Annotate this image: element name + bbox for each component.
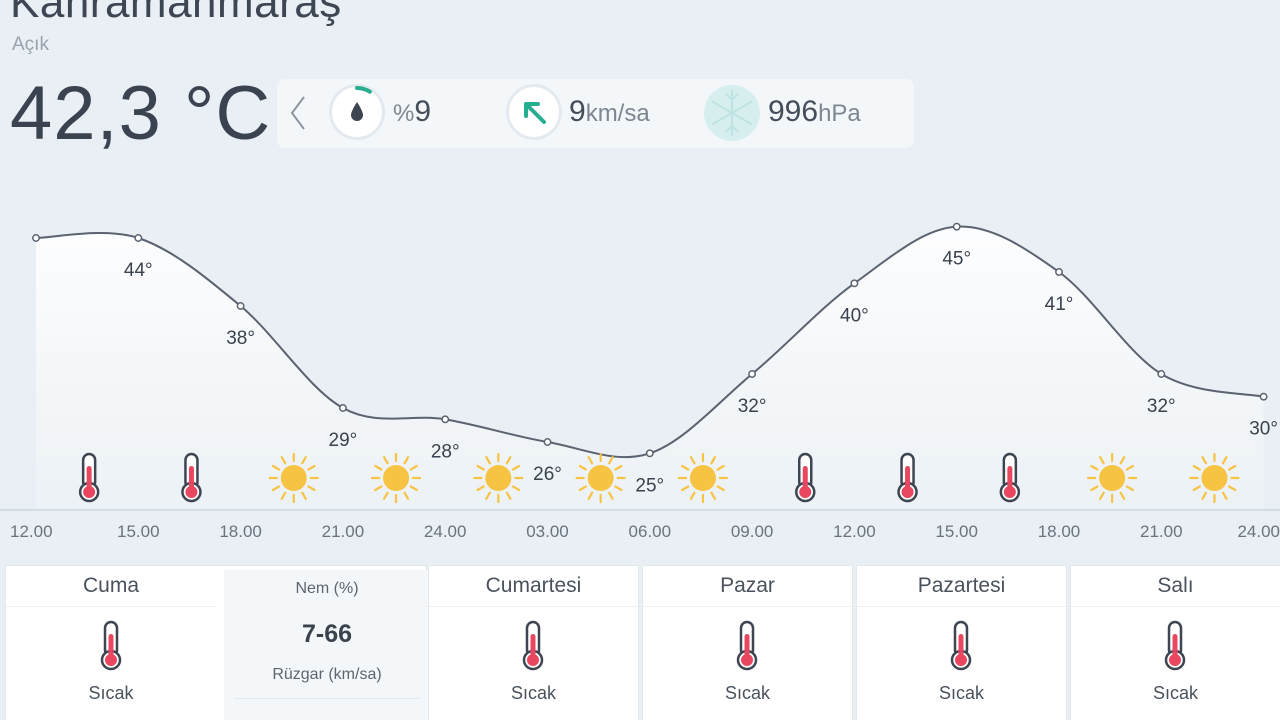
day-card-pazartesi[interactable]: Pazartesi Sıcak	[857, 566, 1066, 720]
data-point	[134, 234, 143, 242]
wind-arrow-icon	[524, 102, 546, 124]
point-label: 41°	[1045, 294, 1074, 315]
divider	[6, 606, 216, 607]
point-label: 40°	[840, 305, 869, 326]
x-tick-label: 09.00	[731, 522, 774, 541]
day-status: Sıcak	[88, 683, 134, 703]
x-tick-label: 18.00	[1038, 522, 1081, 541]
x-tick-label: 21.00	[1140, 522, 1183, 541]
sun-icon	[1087, 452, 1138, 504]
day-detail-panel: Nem (%) 7-66 Rüzgar (km/sa)	[224, 570, 430, 720]
data-point	[952, 222, 961, 231]
day-status: Sıcak	[510, 683, 557, 703]
humidity-range: 7-66	[301, 620, 353, 648]
thermometer-icon	[950, 620, 972, 671]
wind-label: Rüzgar (km/sa)	[272, 666, 382, 683]
divider	[857, 606, 1066, 607]
day-card-pazar[interactable]: Pazar Sıcak	[643, 566, 852, 720]
chevron-left-icon[interactable]	[284, 93, 312, 133]
thermometer-icon	[100, 620, 122, 671]
thermometer-icon	[795, 452, 816, 503]
sun-icon	[677, 452, 729, 504]
point-label: 32°	[1147, 396, 1176, 417]
day-card-sali[interactable]: Salı Sıcak	[1071, 566, 1280, 720]
thermometer-icon	[999, 452, 1021, 503]
point-label: 30°	[1249, 419, 1278, 440]
divider	[643, 606, 852, 607]
day-name: Pazar	[720, 574, 775, 597]
divider	[234, 698, 420, 699]
data-point	[1259, 392, 1268, 401]
day-status: Sıcak	[1152, 683, 1199, 703]
sun-icon	[370, 452, 422, 504]
divider	[1071, 606, 1280, 607]
point-label: 28°	[431, 441, 460, 462]
point-label: 32°	[738, 396, 767, 417]
x-tick-label: 24.00	[1237, 522, 1280, 541]
drop-icon	[351, 102, 363, 121]
day-status: Sıcak	[938, 683, 985, 703]
sun-icon	[268, 452, 319, 504]
sun-icon	[575, 452, 626, 504]
thermometer-icon	[1164, 620, 1186, 671]
day-name: Cuma	[82, 574, 140, 597]
day-status: Sıcak	[724, 683, 771, 703]
day-name: Cumartesi	[485, 574, 582, 597]
x-tick-label: 15.00	[935, 522, 978, 541]
humidity-label: Nem (%)	[295, 580, 359, 597]
x-tick-label: 12.00	[833, 522, 876, 541]
sun-icon	[473, 452, 524, 504]
chart-area	[36, 226, 1264, 510]
current-temperature: 42,3 °C	[10, 71, 272, 156]
divider	[429, 606, 638, 607]
wind-value: 9km/sa	[569, 95, 650, 128]
data-point	[645, 449, 654, 458]
day-card-cumartesi[interactable]: Cumartesi Sıcak	[429, 566, 638, 720]
point-label: 44°	[124, 260, 153, 281]
data-point	[1157, 370, 1166, 378]
snowflake-icon	[704, 85, 760, 141]
humidity-gauge	[329, 84, 385, 140]
x-tick-label: 06.00	[629, 522, 672, 541]
thermometer-icon	[736, 620, 758, 671]
thermometer-icon	[181, 452, 202, 503]
condition-text: Açık	[12, 34, 49, 55]
data-point	[338, 404, 347, 412]
daily-forecast: Cuma Sıcak Nem (%) 7-66 Rüzgar (km/sa) C…	[0, 566, 1280, 720]
thermometer-icon	[78, 452, 100, 503]
data-point	[441, 415, 450, 424]
humidity-arc	[355, 86, 372, 94]
x-tick-label: 24.00	[424, 522, 467, 541]
hourly-temperature-chart: 12.00 44° 15.00 38° 18.00 29° 21.00 28° 24.00 26°…	[0, 222, 1280, 541]
x-tick-label: 03.00	[526, 522, 569, 541]
data-point	[543, 438, 552, 446]
stats-panel: %9 9km/sa 996hPa	[277, 79, 914, 148]
day-card-cuma[interactable]: Cuma Sıcak Nem (%) 7-66 Rüzgar (km/sa)	[6, 566, 430, 720]
data-point	[236, 302, 245, 310]
point-label: 29°	[329, 430, 358, 451]
city-name: Kahramanmaraş	[10, 0, 342, 27]
humidity-value: %9	[393, 95, 432, 128]
data-point	[1055, 268, 1063, 276]
data-point	[32, 234, 40, 242]
data-point	[850, 279, 859, 288]
sun-icon	[1189, 452, 1240, 504]
pressure-value: 996hPa	[768, 95, 861, 128]
thermometer-icon	[897, 452, 918, 503]
point-label: 26°	[533, 464, 562, 485]
x-tick-label: 21.00	[322, 522, 365, 541]
x-tick-label: 12.00	[10, 522, 53, 541]
x-tick-label: 15.00	[117, 522, 160, 541]
day-name: Pazartesi	[917, 574, 1006, 597]
day-name: Salı	[1157, 574, 1194, 597]
point-label: 38°	[226, 328, 255, 349]
point-label: 25°	[635, 475, 664, 496]
x-tick-label: 18.00	[219, 522, 262, 541]
thermometer-icon	[522, 620, 544, 671]
data-point	[748, 370, 757, 378]
point-label: 45°	[942, 249, 971, 270]
